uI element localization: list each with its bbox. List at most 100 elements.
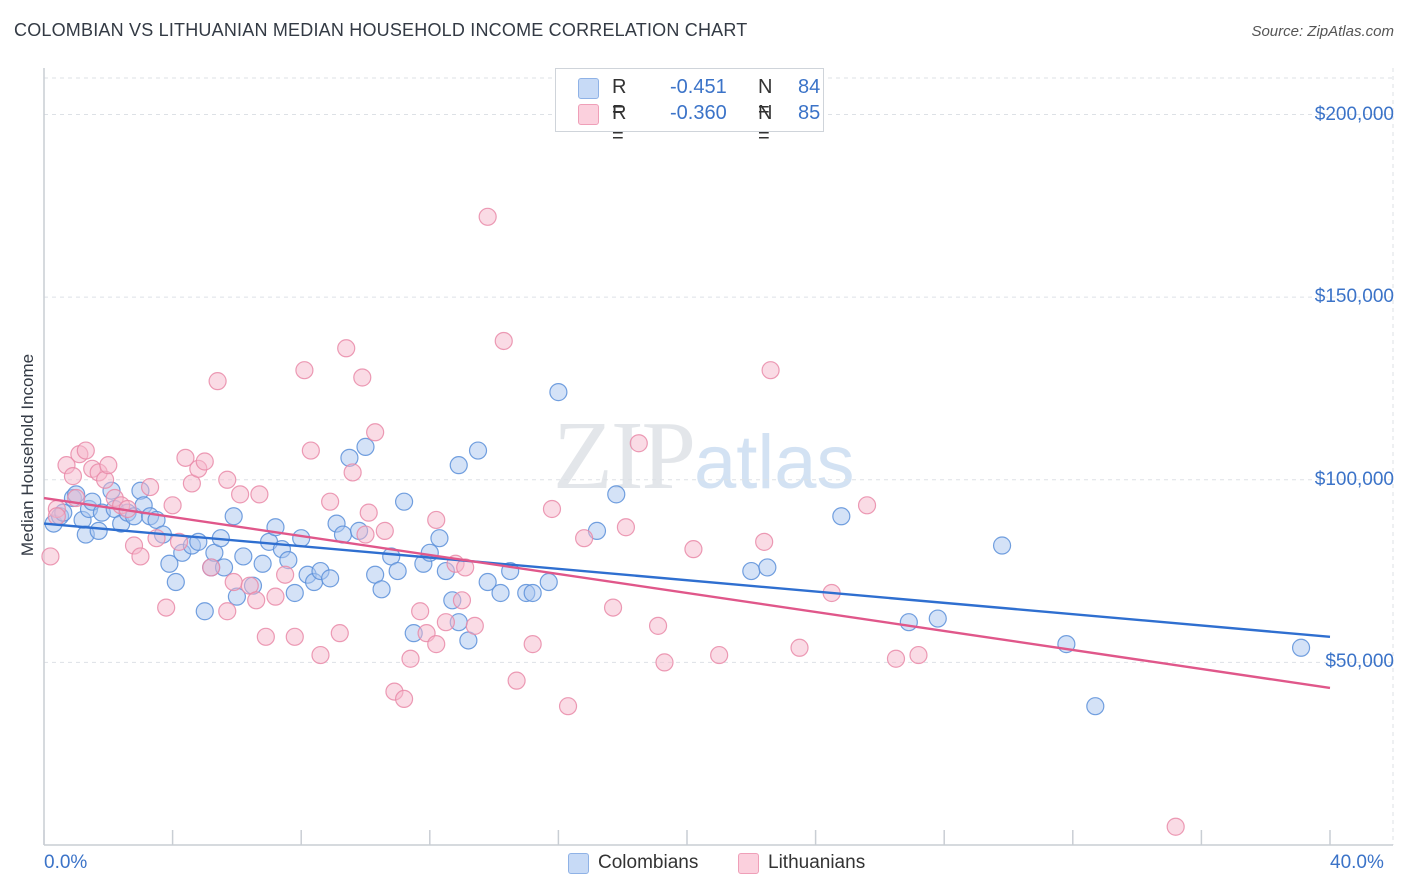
lithuanian-point	[195, 452, 214, 471]
chart-title: COLOMBIAN VS LITHUANIAN MEDIAN HOUSEHOLD…	[14, 20, 748, 40]
series-swatch-blue	[568, 853, 589, 874]
axes	[43, 68, 1393, 846]
lithuanian-trend-line	[43, 496, 1331, 690]
lithuanian-point	[224, 572, 243, 592]
lithuanian-point	[394, 689, 414, 709]
lithuanian-point	[218, 470, 237, 489]
lithuanian-point	[886, 649, 906, 668]
lithuanian-point	[99, 456, 118, 475]
lithuanian-point	[427, 510, 446, 530]
lithuanian-point	[909, 645, 928, 665]
lithuanian-point	[436, 613, 455, 632]
lithuanian-point	[755, 532, 774, 551]
colombian-point	[478, 572, 497, 592]
colombian-point	[234, 547, 253, 566]
colombian-point	[195, 602, 214, 621]
lithuanian-point	[857, 496, 877, 515]
legend-swatch-blue	[578, 78, 599, 99]
lithuanian-point	[157, 598, 176, 617]
legend-n-label: N =	[758, 76, 773, 121]
lithuanian-point	[140, 477, 160, 497]
legend-r-value: -0.451	[670, 76, 727, 98]
lithuanian-point	[523, 635, 542, 654]
y-tick-label: $50,000	[1325, 651, 1394, 673]
series-label: Lithuanians	[768, 852, 866, 873]
y-axis-label: Median Household Income	[18, 353, 37, 557]
lithuanian-point	[169, 532, 189, 551]
lithuanian-point	[76, 441, 95, 460]
lithuanian-point	[710, 645, 729, 665]
colombian-point	[356, 437, 375, 456]
colombian-point	[224, 507, 243, 526]
lithuanian-point	[507, 671, 526, 690]
colombian-point	[607, 485, 626, 504]
colombian-point	[832, 507, 851, 526]
lithuanian-point	[337, 339, 356, 358]
data-points	[41, 207, 1311, 836]
lithuanian-point	[411, 602, 430, 621]
colombian-point	[430, 529, 449, 548]
legend-r-label: R =	[612, 76, 627, 121]
lithuanian-point	[247, 591, 266, 610]
colombian-point	[285, 583, 304, 603]
legend-swatch-pink	[578, 104, 599, 125]
correlation-legend: R = -0.451 N = 84 R = -0.360 N = 85	[555, 68, 824, 147]
trend-lines	[43, 496, 1331, 690]
lithuanian-point	[629, 434, 648, 453]
colombian-point	[394, 492, 414, 511]
x-tick-label-max: 40.0%	[1330, 852, 1384, 873]
lithuanian-point	[1166, 817, 1185, 836]
legend-r-label: R =	[612, 102, 627, 147]
colombian-point	[899, 613, 918, 632]
lithuanian-point	[256, 627, 275, 646]
lithuanian-point	[558, 697, 578, 716]
lithuanian-point	[648, 616, 668, 635]
colombian-point	[992, 536, 1012, 555]
lithuanian-point	[301, 441, 320, 460]
legend-r-value: -0.360	[670, 102, 727, 124]
colombian-point	[372, 580, 391, 599]
lithuanian-point	[494, 331, 513, 351]
colombian-point	[491, 583, 510, 603]
colombian-point	[928, 609, 947, 628]
lithuanian-point	[684, 540, 703, 559]
x-tick-label-min: 0.0%	[44, 852, 88, 873]
lithuanian-point	[655, 653, 674, 672]
lithuanian-point	[63, 467, 83, 486]
lithuanian-point	[41, 547, 60, 566]
colombian-point	[539, 572, 558, 592]
lithuanian-point	[616, 518, 636, 537]
colombian-point	[89, 521, 108, 540]
lithuanian-point	[353, 368, 372, 387]
lithuanian-point	[427, 635, 446, 654]
legend-n-value: 84	[798, 76, 821, 98]
y-tick-label: $150,000	[1314, 286, 1394, 308]
colombian-trend-line	[43, 522, 1331, 639]
lithuanian-point	[603, 598, 623, 617]
colombian-point	[388, 561, 407, 581]
colombian-point	[1291, 638, 1311, 657]
watermark-atlas: atlas	[694, 420, 855, 505]
lithuanian-point	[231, 485, 250, 504]
lithuanian-point	[356, 525, 375, 544]
lithuanian-point	[542, 499, 562, 519]
lithuanian-point	[276, 565, 295, 584]
colombian-point	[292, 529, 311, 548]
y-tick-label: $100,000	[1314, 468, 1394, 490]
colombian-point	[758, 558, 777, 577]
lithuanian-point	[295, 361, 314, 380]
lithuanian-point	[208, 372, 227, 391]
lithuanian-point	[375, 521, 394, 540]
lithuanian-point	[465, 616, 484, 635]
lithuanian-point	[131, 547, 150, 566]
lithuanian-point	[266, 587, 285, 606]
lithuanian-point	[452, 591, 472, 610]
lithuanian-point	[176, 448, 195, 467]
colombian-point	[160, 554, 179, 573]
lithuanian-point	[163, 496, 182, 515]
colombian-point	[468, 441, 488, 460]
lithuanian-point	[761, 361, 780, 380]
lithuanian-point	[218, 602, 237, 621]
lithuanian-point	[311, 645, 330, 665]
